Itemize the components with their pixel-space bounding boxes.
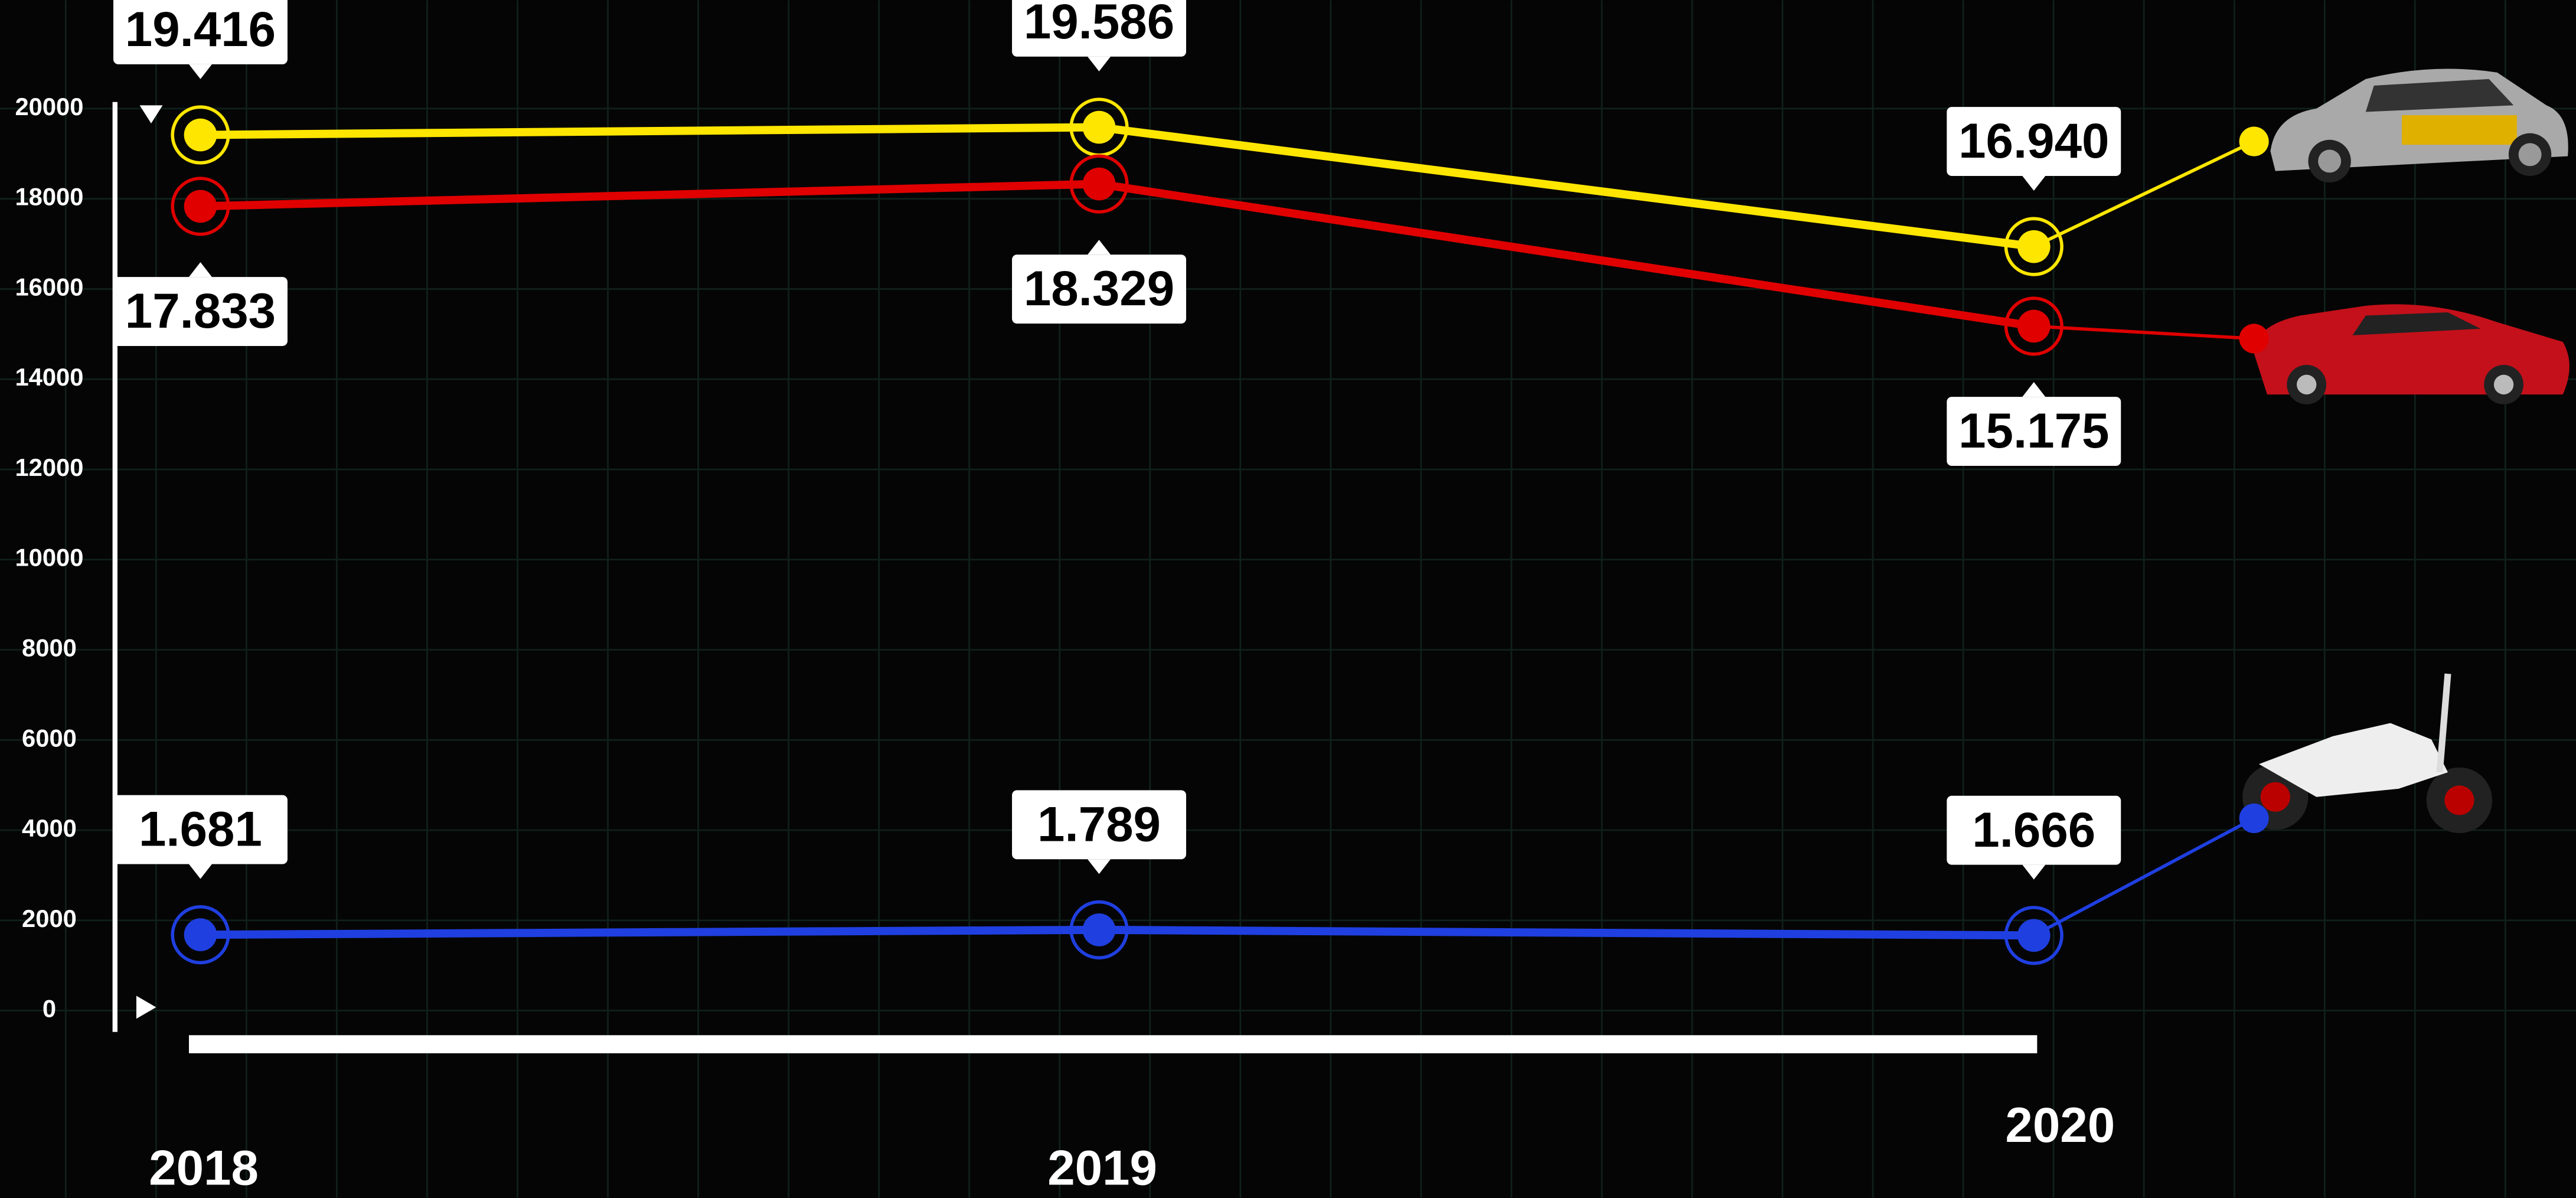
y-tick-label: 0 [43,995,56,1023]
point [184,190,217,223]
y-tick-label: 20000 [15,93,83,120]
value-label: 15.175 [1958,403,2109,458]
y-tick-label: 12000 [15,453,83,481]
y-tick-label: 4000 [22,814,77,842]
point [1083,913,1116,946]
connector-dot [2239,324,2269,353]
x-tick-label: 2020 [2005,1097,2115,1153]
y-tick-label: 8000 [22,634,77,661]
connector-dot [2239,804,2269,833]
y-tick-label: 16000 [15,273,83,301]
point [2017,230,2051,263]
x-tick-label: 2019 [1047,1140,1157,1195]
y-tick-label: 18000 [15,183,83,211]
timeline-bar [189,1035,2037,1053]
value-label: 1.666 [1972,802,2095,857]
value-label: 19.586 [1024,0,1174,49]
value-label: 17.833 [125,283,276,338]
y-tick-label: 2000 [22,905,77,932]
point [2017,919,2051,952]
point [1083,111,1116,144]
point [184,918,217,951]
value-label: 16.940 [1958,113,2109,168]
value-label: 18.329 [1024,260,1174,316]
value-label: 19.416 [125,1,276,57]
background [0,0,2576,1197]
y-tick-label: 14000 [15,363,83,391]
x-tick-label: 2018 [149,1140,259,1195]
connector-dot [2239,127,2269,156]
value-label: 1.789 [1037,796,1161,851]
chart: 19.416 19.586 16.940 17.833 18.329 15.175 1.68… [0,0,2576,1198]
value-label: 1.681 [139,801,262,857]
point [2017,310,2051,343]
y-tick-label: 6000 [22,724,77,752]
point [1083,168,1116,201]
y-tick-label: 10000 [15,544,83,572]
point [184,119,217,152]
